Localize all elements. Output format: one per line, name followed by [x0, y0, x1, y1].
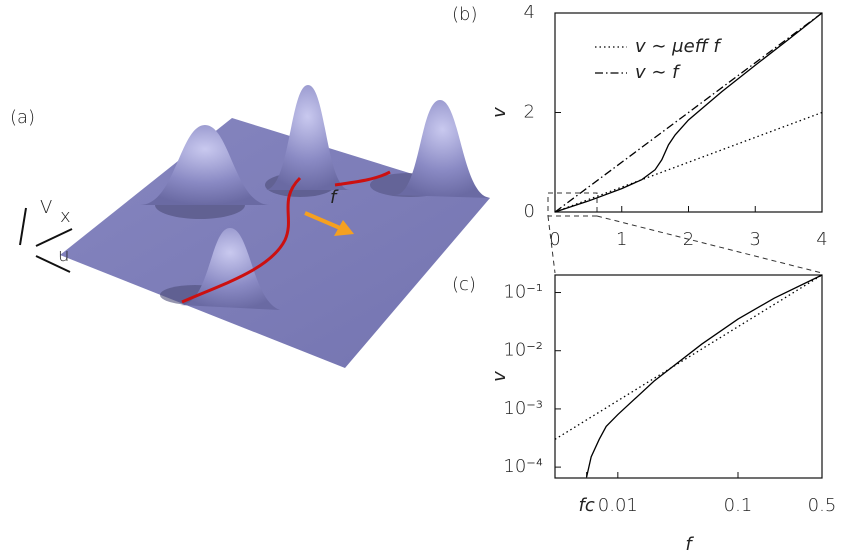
y-axis-label: v — [489, 107, 510, 118]
series-line — [587, 275, 822, 477]
series-line — [555, 275, 822, 439]
x-tick-label: 0.01 — [598, 495, 638, 516]
axis-icon-label: x — [60, 206, 71, 227]
panel-label: (c) — [452, 274, 476, 295]
x-tick-label: 0.1 — [724, 495, 753, 516]
series-line — [555, 113, 822, 213]
y-tick-label: 10⁻⁴ — [503, 456, 543, 477]
y-tick-label: 10⁻² — [503, 340, 543, 361]
x-tick-label: 0.5 — [808, 495, 837, 516]
legend-label: v ∼ f — [635, 62, 681, 83]
x-tick-label: 2 — [683, 229, 694, 250]
x-tick-label: 3 — [750, 229, 761, 250]
axis-icon-label: V — [40, 197, 52, 218]
bump — [395, 100, 490, 198]
axis-icon-label: u — [58, 245, 69, 266]
x-tick-label: 4 — [816, 229, 827, 250]
y-tick-label: 2 — [524, 102, 535, 123]
y-axis-label: v — [489, 371, 510, 382]
x-axis-label: f — [685, 534, 694, 555]
panel-label: (a) — [10, 107, 35, 128]
y-tick-label: 10⁻¹ — [503, 282, 543, 303]
y-tick-label: 4 — [524, 2, 535, 23]
x-tick-label: 1 — [616, 229, 627, 250]
panel-a: f (a) V x u — [10, 85, 490, 368]
legend-label: v ∼ μeff f — [635, 36, 722, 57]
x-tick-label: fc — [579, 495, 595, 516]
y-tick-label: 10⁻³ — [503, 398, 543, 419]
y-tick-label: 0 — [524, 201, 535, 222]
panel-label: (b) — [452, 4, 477, 25]
figure: f (a) V x u 0 1 2 3 4 0 2 4 v (b) v ∼ μeff f v ∼ f f… — [0, 0, 842, 558]
x-tick-label: 0 — [549, 229, 560, 250]
